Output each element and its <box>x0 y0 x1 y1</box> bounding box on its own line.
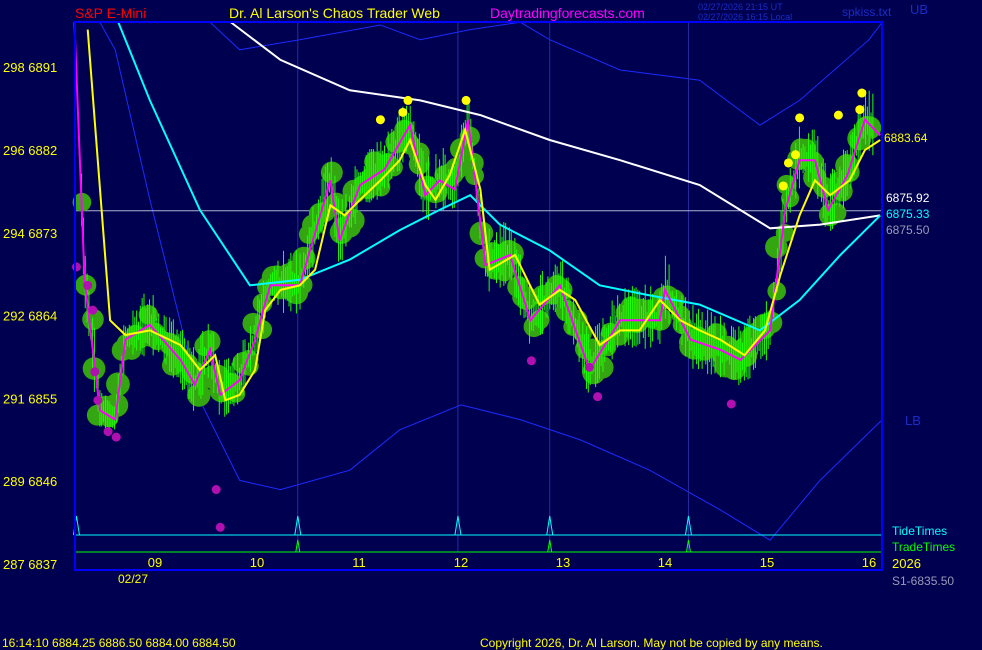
high-marker <box>795 113 805 123</box>
instrument-label: S&P E-Mini <box>75 5 146 21</box>
y-tick-label: 289 6846 <box>3 474 57 489</box>
y-axis: 298 6891 296 6882 294 6873 292 6864 291 6855… <box>3 60 57 572</box>
high-marker <box>783 158 793 168</box>
y-tick-label: 291 6855 <box>3 391 57 406</box>
smooth-price-line <box>86 29 881 402</box>
low-marker <box>726 399 736 409</box>
low-marker <box>88 305 98 315</box>
grid-layer <box>75 22 882 552</box>
upper-band-line <box>209 21 883 126</box>
x-tick-label: 10 <box>250 555 264 570</box>
plot-frame <box>74 21 883 571</box>
price-blobs-layer <box>72 90 882 430</box>
last-smooth-label: 6883.64 <box>884 131 928 145</box>
quote-readout: 16:14:10 6884.25 6886.50 6884.00 6884.50 <box>2 636 236 650</box>
high-marker <box>398 107 408 117</box>
price-blob <box>591 356 614 379</box>
price-blob <box>826 203 847 223</box>
x-tick-label: 14 <box>658 555 672 570</box>
price-blob <box>320 161 343 184</box>
x-tick-label: 16 <box>862 555 876 570</box>
tide-spike <box>684 515 692 536</box>
y-tick-label: 298 6891 <box>3 60 57 75</box>
chart-title: Dr. Al Larson's Chaos Trader Web <box>229 5 440 21</box>
copyright: Copyright 2026, Dr. Al Larson. May not b… <box>480 636 823 650</box>
x-tick-label: 11 <box>352 555 366 570</box>
lower-band-line <box>99 21 883 541</box>
high-marker <box>461 95 471 105</box>
tide-times-label: TideTimes <box>892 524 947 538</box>
timing-layer <box>72 515 882 553</box>
line-label: 6875.50 <box>886 223 930 237</box>
y-tick-label: 287 6837 <box>3 557 57 572</box>
low-marker <box>593 392 603 402</box>
x-axis: 09 10 11 12 13 14 15 16 <box>148 555 876 570</box>
date-label: 02/27 <box>118 572 148 586</box>
s1-label: S1-6835.50 <box>892 574 954 588</box>
tide-spike <box>454 515 462 536</box>
cyan-ma-line <box>117 21 881 332</box>
low-marker <box>526 356 536 366</box>
low-marker <box>71 262 81 272</box>
high-marker <box>375 115 385 125</box>
price-blob <box>813 176 835 198</box>
low-marker <box>215 522 225 532</box>
ub-label: UB <box>910 2 928 17</box>
low-marker <box>103 427 113 437</box>
high-marker <box>403 95 413 105</box>
site-link[interactable]: Daytradingforecasts.com <box>490 5 645 21</box>
low-marker <box>111 432 121 442</box>
x-tick-label: 13 <box>556 555 570 570</box>
y-tick-label: 292 6864 <box>3 309 57 324</box>
y-tick-label: 296 6882 <box>3 143 57 158</box>
lines-layer <box>73 21 881 422</box>
tide-spike <box>546 515 554 536</box>
tide-spike <box>294 515 302 536</box>
x-tick-label: 15 <box>760 555 774 570</box>
white-ma-label: 6875.92 <box>886 191 930 205</box>
high-marker <box>857 88 867 98</box>
high-marker <box>791 150 801 160</box>
file-name: spkiss.txt <box>842 5 892 19</box>
trade-times-label: TradeTimes <box>892 540 955 554</box>
price-blob <box>198 330 221 353</box>
high-marker <box>778 181 788 191</box>
trade-spike <box>295 539 301 553</box>
trade-spike <box>547 539 553 553</box>
cyan-ma-label: 6875.33 <box>886 207 930 221</box>
low-marker <box>90 367 100 377</box>
bands-layer <box>99 21 883 541</box>
lb-label: LB <box>905 413 921 428</box>
fast-price-line <box>73 22 881 422</box>
y-tick-label: 294 6873 <box>3 226 57 241</box>
markers-layer <box>71 88 867 532</box>
low-marker <box>93 395 103 405</box>
time-ut: 02/27/2026 21:15 UT <box>698 2 783 12</box>
x-tick-label: 12 <box>454 555 468 570</box>
low-marker <box>585 362 595 372</box>
high-marker <box>855 105 865 115</box>
high-marker <box>833 110 843 120</box>
x-tick-label: 09 <box>148 555 162 570</box>
white-ma-line <box>229 21 881 230</box>
low-marker <box>211 485 221 495</box>
year-label: 2026 <box>892 556 921 571</box>
trade-spike <box>685 539 691 553</box>
low-marker <box>83 280 93 290</box>
time-local: 02/27/2026 16:15 Local <box>698 12 792 22</box>
